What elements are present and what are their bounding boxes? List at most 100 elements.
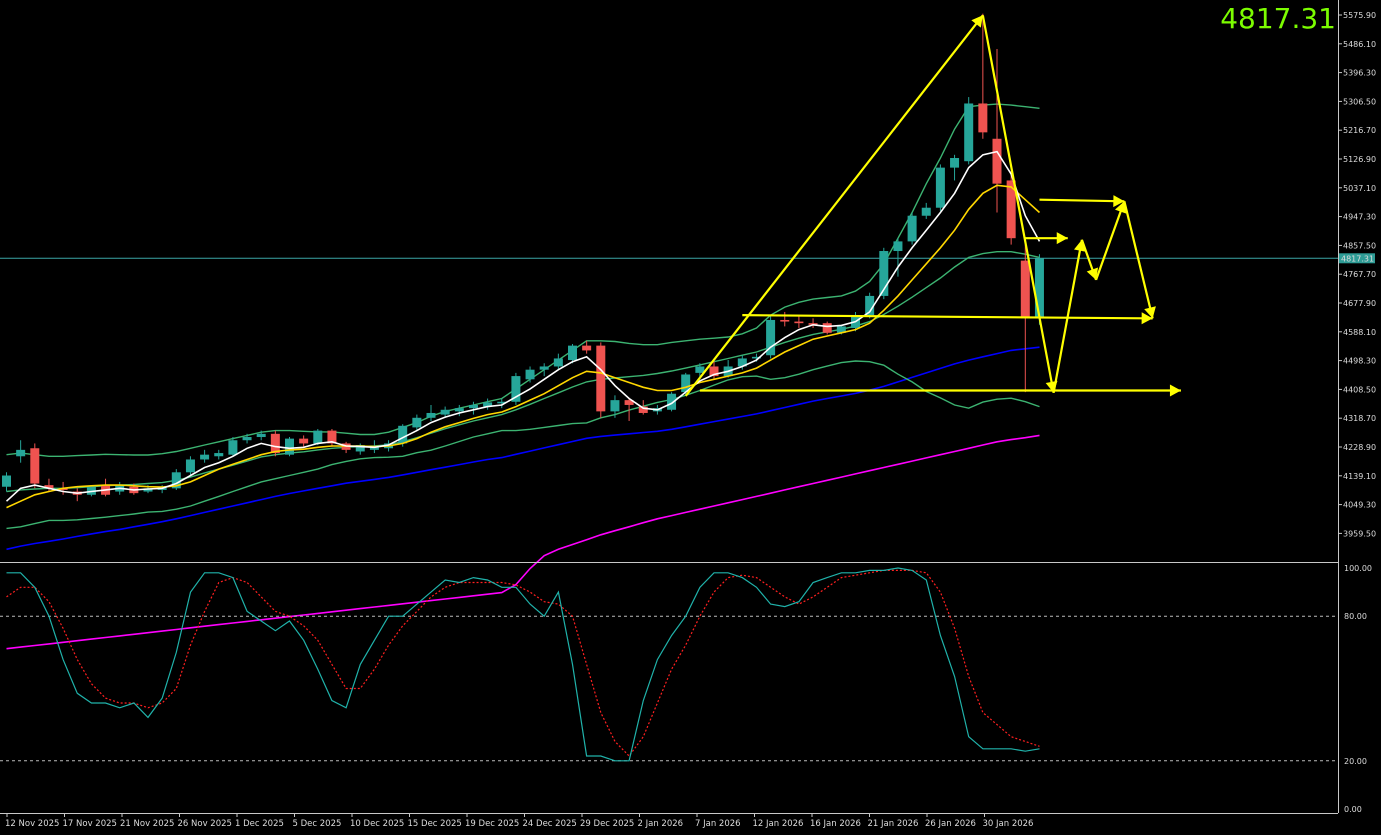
candle[interactable]	[16, 440, 26, 463]
candle[interactable]	[879, 247, 889, 300]
candle[interactable]	[596, 342, 606, 418]
candle[interactable]	[582, 340, 592, 354]
candle[interactable]	[341, 441, 351, 454]
horizontal-arrow[interactable]	[742, 312, 1153, 325]
arrow-head	[1086, 267, 1099, 280]
price-pane[interactable]	[0, 13, 1338, 650]
candle-body	[355, 445, 365, 452]
candle-body	[327, 430, 337, 444]
candle[interactable]	[568, 344, 577, 364]
time-label: 21 Jan 2026	[868, 819, 919, 829]
time-label: 7 Jan 2026	[695, 819, 741, 829]
candle[interactable]	[468, 401, 478, 415]
candle[interactable]	[511, 372, 521, 405]
candle[interactable]	[242, 433, 252, 444]
candle[interactable]	[539, 363, 549, 377]
candle-body	[30, 448, 40, 484]
candle[interactable]	[964, 97, 974, 165]
candle[interactable]	[440, 406, 450, 418]
drawing-segment	[742, 314, 1153, 320]
time-label: 5 Dec 2025	[293, 819, 342, 829]
candle[interactable]	[44, 478, 54, 492]
candle[interactable]	[921, 202, 931, 219]
candle-body	[285, 438, 294, 455]
candle-body	[58, 488, 68, 490]
zigzag-arrows[interactable]	[684, 14, 1086, 397]
ma-mid-line	[6, 184, 1041, 509]
price-label: 5396.30	[1343, 69, 1376, 78]
candle-body	[313, 430, 323, 444]
candle[interactable]	[72, 488, 82, 502]
candle[interactable]	[412, 414, 422, 431]
drawing-segment	[684, 14, 984, 397]
price-label: 5575.90	[1343, 11, 1376, 20]
candle[interactable]	[101, 478, 111, 497]
candle[interactable]	[327, 429, 337, 447]
candle[interactable]	[610, 395, 620, 418]
candle-body	[454, 408, 464, 412]
candle[interactable]	[808, 318, 818, 328]
candle-body	[865, 295, 875, 316]
candle[interactable]	[822, 321, 832, 335]
time-label: 10 Dec 2025	[350, 819, 404, 829]
candle[interactable]	[313, 429, 323, 446]
candle[interactable]	[483, 398, 493, 410]
time-label: 30 Jan 2026	[983, 819, 1034, 829]
candle-body	[171, 472, 181, 489]
candle[interactable]	[624, 398, 634, 421]
time-label: 12 Jan 2026	[753, 819, 804, 829]
candle[interactable]	[794, 315, 804, 328]
oscillator-pane[interactable]	[0, 567, 1338, 762]
oscillator-label: 0.00	[1344, 805, 1362, 814]
candle-body	[624, 400, 634, 405]
candle[interactable]	[256, 430, 266, 441]
candle[interactable]	[285, 437, 294, 457]
time-label: 17 Nov 2025	[63, 819, 117, 829]
candle-body	[44, 485, 54, 489]
price-label: 4677.90	[1343, 299, 1376, 308]
projection-arrows[interactable]	[1080, 200, 1156, 319]
candle[interactable]	[228, 437, 238, 457]
candle[interactable]	[950, 154, 960, 181]
candle[interactable]	[185, 456, 195, 476]
arrow-head	[1056, 232, 1068, 245]
candle[interactable]	[30, 443, 40, 489]
candle[interactable]	[667, 392, 677, 412]
candle[interactable]	[766, 315, 776, 359]
oscillator-label: 20.00	[1344, 757, 1367, 766]
candle-body	[582, 345, 592, 351]
candle[interactable]	[497, 398, 507, 409]
candle[interactable]	[299, 435, 309, 447]
arrow-head	[1144, 306, 1156, 319]
candle[interactable]	[935, 164, 945, 211]
candle-body	[935, 167, 945, 208]
candle[interactable]	[426, 404, 436, 421]
candle[interactable]	[214, 449, 224, 460]
candle[interactable]	[355, 443, 365, 455]
candle-body	[412, 417, 422, 428]
candle[interactable]	[454, 404, 464, 417]
candle[interactable]	[865, 292, 875, 319]
horizontal-arrow[interactable]	[699, 384, 1181, 397]
candle[interactable]	[893, 238, 903, 277]
candle-body	[921, 207, 931, 216]
candle-body	[780, 319, 790, 322]
candle-body	[143, 488, 153, 492]
price-label: 4588.10	[1343, 328, 1376, 337]
horizontal-arrow[interactable]	[1025, 232, 1068, 245]
candle[interactable]	[553, 353, 563, 370]
horizontal-arrow[interactable]	[1039, 195, 1125, 208]
candle[interactable]	[525, 366, 535, 383]
candle[interactable]	[780, 311, 790, 327]
candle[interactable]	[200, 449, 210, 463]
arrow-head	[1169, 384, 1181, 397]
candle[interactable]	[709, 361, 719, 380]
candle[interactable]	[978, 13, 988, 139]
candle[interactable]	[907, 212, 917, 245]
candle[interactable]	[2, 472, 11, 492]
ma-fast-line	[5, 150, 1041, 502]
price-label: 4228.90	[1343, 443, 1376, 452]
candle[interactable]	[1006, 170, 1016, 245]
